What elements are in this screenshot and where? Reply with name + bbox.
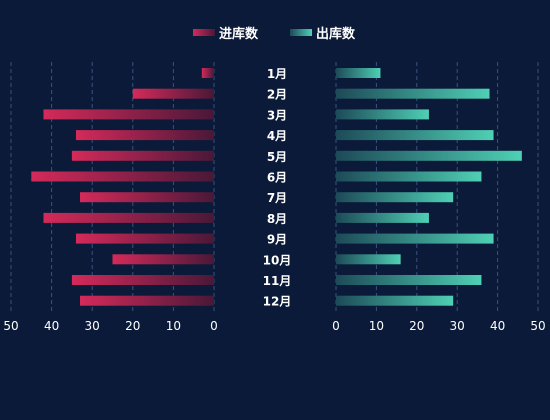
in-bar-5[interactable] — [71, 150, 215, 161]
legend-swatch-out — [290, 29, 312, 36]
category-label-8: 8月 — [267, 212, 287, 226]
category-label-6: 6月 — [267, 171, 287, 185]
in-bar-9[interactable] — [75, 233, 215, 244]
out-series-bars — [336, 68, 522, 306]
category-label-10: 10月 — [263, 253, 292, 267]
left-tick-label-30: 30 — [85, 319, 100, 333]
in-bar-1[interactable] — [201, 68, 214, 78]
in-bar-12[interactable] — [80, 295, 215, 306]
legend-item-in[interactable]: 进库数 — [193, 26, 259, 42]
legend-label-in: 进库数 — [219, 26, 259, 42]
category-label-5: 5月 — [267, 150, 287, 164]
left-tick-label-0: 0 — [210, 319, 218, 333]
in-series-bars — [31, 68, 215, 306]
out-bar-10[interactable] — [336, 254, 401, 265]
category-label-9: 9月 — [267, 233, 287, 247]
in-bar-10[interactable] — [112, 254, 215, 265]
right-tick-label-20: 20 — [409, 319, 424, 333]
out-bar-3[interactable] — [336, 109, 429, 120]
legend[interactable]: 进库数 出库数 — [193, 26, 356, 42]
out-bar-7[interactable] — [336, 192, 454, 203]
left-tick-label-40: 40 — [44, 319, 59, 333]
left-tick-label-50: 50 — [3, 319, 18, 333]
category-labels: 1月 2月 3月 4月 5月 6月 7月 8月 9月 10月 11月 12月 — [263, 67, 292, 309]
category-label-3: 3月 — [267, 108, 287, 122]
in-bar-6[interactable] — [31, 171, 214, 182]
out-bar-12[interactable] — [336, 295, 454, 306]
right-tick-label-30: 30 — [450, 319, 465, 333]
in-bar-11[interactable] — [71, 275, 215, 285]
legend-label-out: 出库数 — [316, 26, 356, 42]
category-label-1: 1月 — [267, 67, 287, 81]
out-bar-5[interactable] — [336, 150, 522, 161]
legend-item-out[interactable]: 出库数 — [290, 26, 356, 42]
category-label-12: 12月 — [263, 295, 292, 309]
out-bar-1[interactable] — [336, 68, 381, 78]
in-bar-2[interactable] — [132, 88, 214, 99]
in-bar-4[interactable] — [75, 130, 215, 141]
category-label-2: 2月 — [267, 88, 287, 102]
out-bar-11[interactable] — [336, 275, 482, 285]
out-bar-8[interactable] — [336, 212, 429, 223]
left-tick-label-10: 10 — [166, 319, 181, 333]
right-tick-label-50: 50 — [530, 319, 545, 333]
right-tick-label-10: 10 — [369, 319, 384, 333]
out-bar-4[interactable] — [336, 130, 494, 141]
category-label-11: 11月 — [263, 274, 292, 288]
out-bar-2[interactable] — [336, 88, 490, 99]
category-label-7: 7月 — [267, 191, 287, 205]
left-tick-label-20: 20 — [125, 319, 140, 333]
in-bar-3[interactable] — [43, 109, 215, 120]
in-bar-7[interactable] — [80, 192, 215, 203]
right-tick-label-0: 0 — [332, 319, 340, 333]
out-bar-6[interactable] — [336, 171, 482, 182]
right-tick-label-40: 40 — [490, 319, 505, 333]
out-bar-9[interactable] — [336, 233, 494, 244]
legend-swatch-in — [193, 29, 215, 36]
category-label-4: 4月 — [267, 129, 287, 143]
axis-tick-labels: 0 0 10 10 20 20 30 30 40 40 50 50 — [3, 319, 545, 333]
in-bar-8[interactable] — [43, 212, 215, 223]
